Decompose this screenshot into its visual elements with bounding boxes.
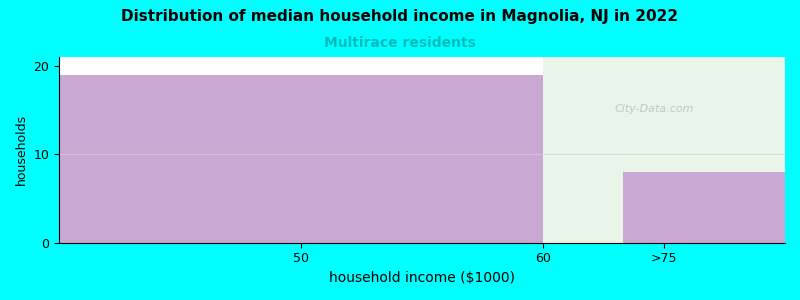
Bar xyxy=(623,172,785,243)
Text: Multirace residents: Multirace residents xyxy=(324,36,476,50)
Y-axis label: households: households xyxy=(15,114,28,185)
Bar xyxy=(59,75,543,243)
Bar xyxy=(543,57,623,243)
Text: Distribution of median household income in Magnolia, NJ in 2022: Distribution of median household income … xyxy=(122,9,678,24)
X-axis label: household income ($1000): household income ($1000) xyxy=(329,271,515,285)
Bar xyxy=(623,57,785,172)
Text: City-Data.com: City-Data.com xyxy=(614,104,694,114)
